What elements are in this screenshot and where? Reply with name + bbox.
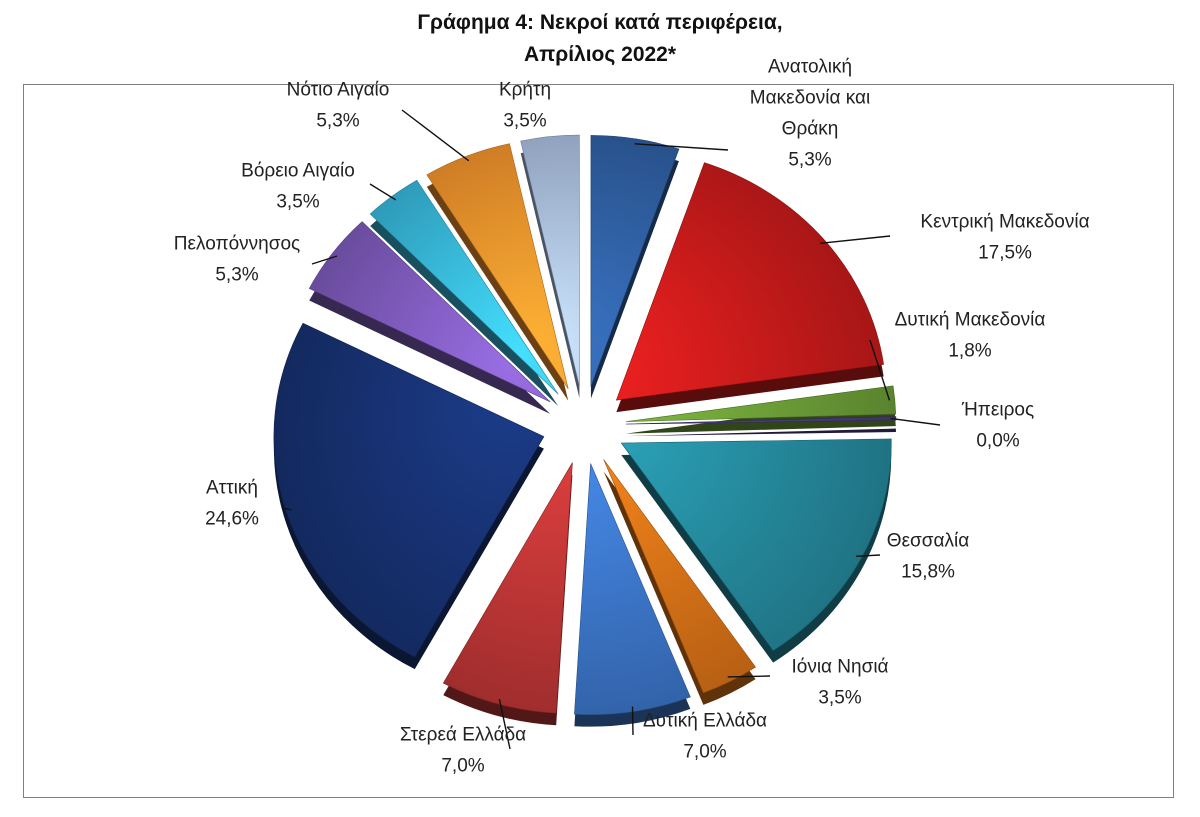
leader-line-sterea-ellada [498,698,511,750]
slice-name-ionia-nisia: Ιόνια Νησιά [791,657,888,678]
leader-line-ionia-nisia [727,675,771,678]
slice-top-thessalia [620,438,892,652]
slice-name-notio-aigaio: Νότιο Αιγαίο [287,80,390,101]
slice-name-dytiki-makedonia: Δυτική Μακεδονία [895,310,1046,331]
slice-kentriki-makedonia [615,162,884,413]
slice-name-anatoliki-makedonia-thraki: Θράκη [782,119,839,140]
slice-percent-kentriki-makedonia: 17,5% [978,243,1032,264]
slice-name-dytiki-ellada: Δυτική Ελλάδα [643,711,767,732]
slice-anatoliki-makedonia-thraki [590,135,680,399]
slice-top-dytiki-ellada [574,463,691,715]
slice-top-peloponnisos [308,221,551,403]
leader-line-ipeiros [890,417,941,426]
slice-percent-thessalia: 15,8% [901,562,955,583]
slice-percent-anatoliki-makedonia-thraki: 5,3% [788,150,831,171]
slice-top-ionia-nisia [603,459,756,694]
slice-percent-dytiki-makedonia: 1,8% [948,341,991,362]
leader-line-kentriki-makedonia [820,235,891,244]
slice-percent-ionia-nisia: 3,5% [818,688,861,709]
chart-frame [23,84,1174,798]
slice-labels: Ανατολική Μακεδονία και Θράκη 5,3% Κεντρική … [174,57,1090,777]
slice-percent-kriti: 3,5% [503,111,546,132]
slice-name-peloponnisos: Πελοπόννησος [174,234,300,255]
slice-name-anatoliki-makedonia-thraki: Ανατολική [768,57,852,78]
leader-line-attiki [281,507,292,511]
slice-thessalia [620,438,892,663]
slice-name-attiki: Αττική [206,478,258,499]
slice-sterea-ellada [442,462,573,726]
slice-notio-aigaio [426,143,569,401]
slice-percent-voreio-aigaio: 3,5% [276,192,319,213]
slice-name-kentriki-makedonia: Κεντρική Μακεδονία [920,212,1089,233]
slice-voreio-aigaio [369,179,559,407]
slice-name-sterea-ellada: Στερεά Ελλάδα [400,725,526,746]
leader-line-notio-aigaio [401,109,470,162]
leader-line-voreio-aigaio [369,183,397,201]
slice-name-thessalia: Θεσσαλία [887,531,969,552]
slice-name-anatoliki-makedonia-thraki: Μακεδονία και [750,88,870,109]
slice-percent-peloponnisos: 5,3% [215,265,258,286]
slice-top-kriti [520,134,580,387]
slice-side-ipeiros [625,428,896,437]
slice-percent-attiki: 24,6% [205,509,259,530]
slice-dytiki-ellada [574,463,691,727]
slice-percent-dytiki-ellada: 7,0% [683,742,726,763]
slice-percent-ipeiros: 0,0% [976,431,1019,452]
slice-top-ipeiros [625,416,897,425]
leader-line-dytiki-ellada [631,706,634,736]
leader-line-anatoliki-makedonia-thraki [634,143,729,151]
slice-top-attiki [273,322,545,658]
slice-top-anatoliki-makedonia-thraki [590,135,680,387]
leader-line-thessalia [856,554,881,557]
slice-attiki [273,322,545,670]
chart-title-line-2: Απρίλιος 2022* [523,43,677,66]
leader-lines [281,109,941,750]
slice-dytiki-makedonia [625,385,897,434]
slice-top-dytiki-makedonia [625,385,897,422]
chart-title-line-1: Γράφημα 4: Νεκροί κατά περιφέρεια, [417,11,783,34]
slice-kriti [520,134,580,399]
slice-percent-notio-aigaio: 5,3% [316,111,359,132]
slice-top-kentriki-makedonia [615,162,884,401]
slice-name-kriti: Κρήτη [499,80,551,101]
slice-peloponnisos [308,221,551,414]
leader-line-dytiki-makedonia [869,339,891,401]
slice-percent-sterea-ellada: 7,0% [441,756,484,777]
slice-top-voreio-aigaio [369,179,559,395]
slice-name-voreio-aigaio: Βόρειο Αιγαίο [241,161,355,182]
slice-top-notio-aigaio [426,143,569,389]
slice-name-ipeiros: Ήπειρος [961,400,1034,421]
pie-slices [273,134,897,727]
slice-top-sterea-ellada [442,462,573,714]
leader-line-peloponnisos [311,255,338,265]
slice-ionia-nisia [603,459,756,705]
slice-ipeiros [625,416,897,437]
